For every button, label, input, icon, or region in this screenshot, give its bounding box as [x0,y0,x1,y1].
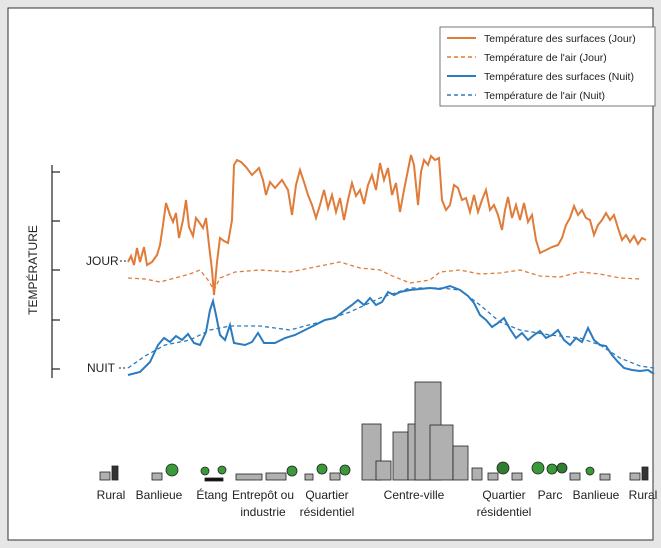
tower [452,445,469,481]
zone-line: résidentiel [300,505,355,519]
zone-label: Banlieue [136,488,183,502]
tower [392,431,409,481]
night-surface-curve [127,284,655,376]
house [151,472,163,481]
legend-text: Température de l'air (Jour) [484,52,607,64]
tower [375,460,392,481]
warehouse [265,472,287,481]
tree [165,463,179,477]
zone-line: Rural [629,488,658,502]
tree [496,461,510,475]
zone-label: Rural [97,488,126,502]
day-label: JOUR [86,254,119,268]
zone-line: Banlieue [573,488,620,502]
zone-line: Entrepôt ou [232,488,294,502]
zone-line: Rural [97,488,126,502]
tree [316,463,328,475]
zone-label: Banlieue [573,488,620,502]
tower [429,424,454,481]
zone-line: Étang [196,487,227,502]
silo [111,465,119,481]
night-label: NUIT [87,361,116,375]
zone-line: industrie [240,505,286,519]
legend-box [439,26,656,107]
house [329,472,341,481]
tree [217,465,227,475]
zone-line: résidentiel [477,505,532,519]
silo [641,466,649,481]
building [471,467,483,481]
zone-label: Quartier résidentiel [300,488,355,519]
warehouse [235,473,263,481]
house [599,473,611,481]
zone-line: Quartier [482,488,525,502]
zone-label: Rural [629,488,658,502]
building [629,472,641,481]
house [569,472,581,481]
day-surface-curve [127,154,647,296]
tree [286,465,298,477]
zone-line: Banlieue [136,488,183,502]
building [99,471,111,481]
axis-label: TEMPÉRATURE [25,225,40,315]
zone-label: Parc [538,488,563,502]
tree [200,466,210,476]
tree [585,466,595,476]
legend-text: Température des surfaces (Jour) [484,33,636,45]
zone-line: Quartier [305,488,348,502]
day-air-curve [127,261,641,292]
night-air-curve [127,287,655,369]
axis [51,165,60,378]
zone-label: Entrepôt ou industrie [232,488,294,519]
house [511,472,523,481]
landscape [99,381,649,482]
tree [531,461,545,475]
pond [204,477,224,482]
tree [339,464,351,476]
tree [546,463,558,475]
house [487,472,499,481]
legend: Température des surfaces (Jour) Températ… [439,26,656,107]
house [304,473,314,481]
tree [556,462,568,474]
legend-text: Température des surfaces (Nuit) [484,71,634,83]
zone-line: Centre-ville [384,488,445,502]
legend-text: Température de l'air (Nuit) [484,90,605,102]
zone-labels: Rural Banlieue Étang Entrepôt ou industri… [97,487,658,519]
zone-line: Parc [538,488,563,502]
zone-label: Quartier résidentiel [477,488,532,519]
zone-label: Étang [196,487,227,502]
zone-label: Centre-ville [384,488,445,502]
